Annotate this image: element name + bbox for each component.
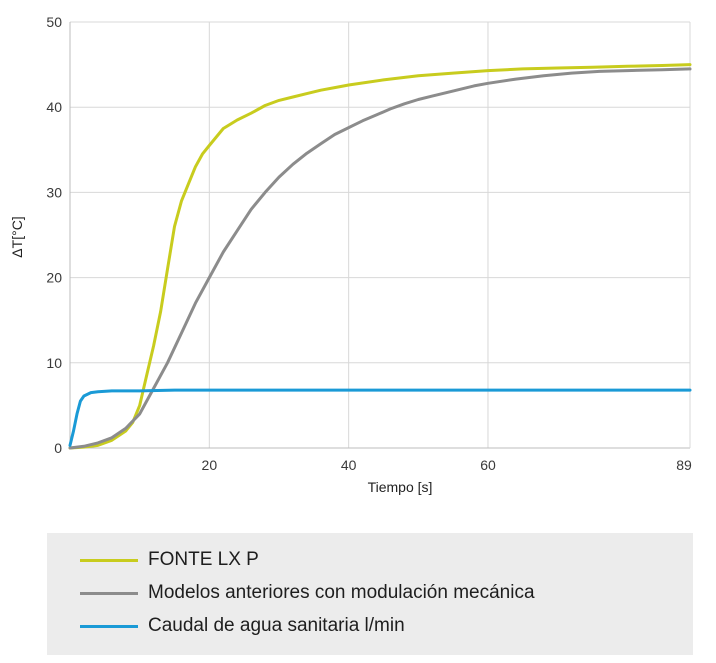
y-tick-label: 40	[46, 99, 62, 115]
legend-item-caudal: Caudal de agua sanitaria l/min	[80, 615, 405, 636]
series-line-0	[68, 63, 692, 450]
series-line-1	[68, 67, 692, 450]
y-tick-label: 10	[46, 355, 62, 371]
legend-label-modelos: Modelos anteriores con modulación mecáni…	[148, 582, 535, 603]
y-tick-label: 30	[46, 184, 62, 200]
y-tick-label: 20	[46, 270, 62, 286]
series-lines	[68, 63, 692, 450]
legend-label-caudal: Caudal de agua sanitaria l/min	[148, 615, 405, 636]
series-line-2	[68, 388, 692, 447]
legend-swatch-modelos	[80, 591, 138, 595]
legend-swatch-caudal	[80, 624, 138, 628]
legend: FONTE LX P Modelos anteriores con modula…	[47, 533, 693, 655]
legend-label-fonte: FONTE LX P	[148, 549, 259, 570]
y-tick-label: 50	[46, 14, 62, 30]
y-axis-title: ΔT[°C]	[9, 216, 25, 257]
legend-swatch-fonte	[80, 558, 138, 562]
y-tick-label: 0	[54, 440, 62, 456]
tick-labels: 0 10 20 30 40 50 20 40 60 89	[46, 14, 692, 473]
chart: 0 10 20 30 40 50 20 40 60 89 Tiempo [s] ΔT[°C]	[9, 14, 692, 495]
axes	[69, 22, 691, 449]
x-tick-label: 89	[676, 457, 692, 473]
grid	[70, 21, 690, 448]
x-tick-label: 20	[202, 457, 218, 473]
x-tick-label: 60	[480, 457, 496, 473]
legend-item-modelos: Modelos anteriores con modulación mecáni…	[80, 582, 535, 603]
legend-item-fonte: FONTE LX P	[80, 549, 259, 570]
x-tick-label: 40	[341, 457, 357, 473]
x-axis-title: Tiempo [s]	[368, 479, 433, 495]
